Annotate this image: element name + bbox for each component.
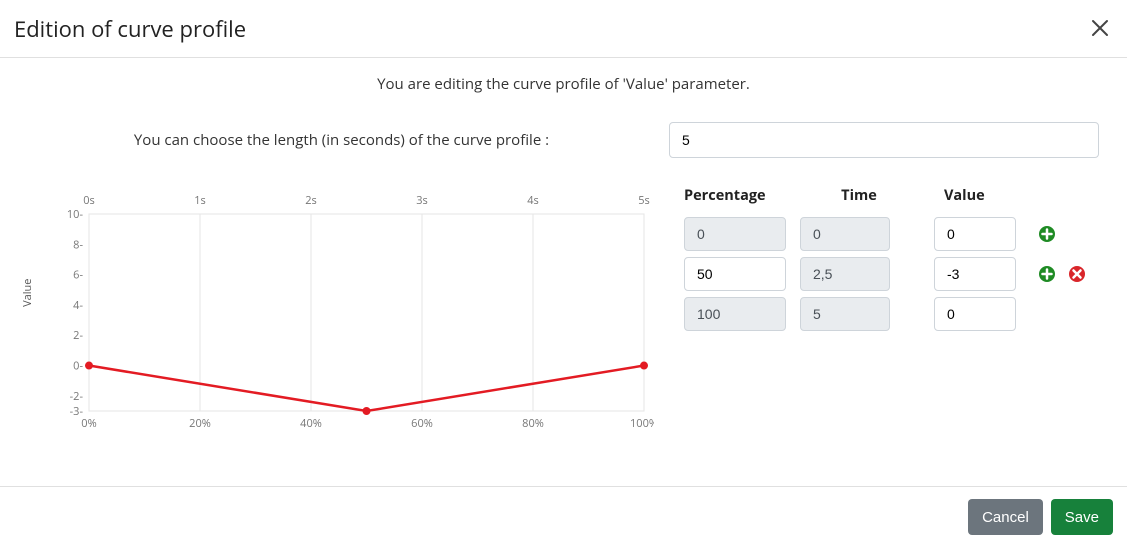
cancel-button[interactable]: Cancel [968, 499, 1043, 535]
length-input[interactable] [669, 122, 1099, 158]
time-input [800, 217, 890, 251]
add-point-icon[interactable] [1038, 225, 1056, 243]
value-input[interactable] [934, 297, 1016, 331]
svg-text:60%: 60% [411, 416, 433, 431]
svg-text:5s: 5s [638, 193, 650, 208]
modal-header: Edition of curve profile [0, 0, 1127, 58]
svg-text:100%: 100% [630, 416, 654, 431]
modal-footer: Cancel Save [0, 486, 1127, 547]
svg-text:8-: 8- [73, 237, 83, 252]
value-input[interactable] [934, 217, 1016, 251]
value-cell [904, 217, 1016, 251]
svg-text:20%: 20% [189, 416, 211, 431]
percentage-cell [684, 257, 786, 291]
curve-profile-modal: Edition of curve profile You are editing… [0, 0, 1127, 547]
svg-text:40%: 40% [300, 416, 322, 431]
svg-text:-2-: -2- [70, 389, 84, 404]
table-row [684, 217, 1099, 251]
save-button[interactable]: Save [1051, 499, 1113, 535]
svg-text:10-: 10- [67, 207, 84, 222]
svg-text:0%: 0% [81, 416, 96, 431]
svg-text:-3-: -3- [70, 404, 84, 419]
value-input[interactable] [934, 257, 1016, 291]
add-point-icon[interactable] [1038, 265, 1056, 283]
svg-text:4-: 4- [73, 298, 83, 313]
length-label: You can choose the length (in seconds) o… [14, 130, 669, 150]
modal-body: You are editing the curve profile of 'Va… [0, 58, 1127, 486]
main-row: Value 0s 1s 2s 3s 4s 5s 0% 20% 40% 60% 80% 100% -3--… [14, 186, 1113, 441]
svg-text:4s: 4s [527, 193, 539, 208]
svg-text:3s: 3s [416, 193, 428, 208]
percentage-input [684, 297, 786, 331]
time-cell [800, 257, 890, 291]
table-header: Percentage Time Value [684, 186, 1099, 205]
modal-title: Edition of curve profile [14, 14, 246, 44]
svg-text:0-: 0- [73, 359, 83, 374]
row-actions [1030, 225, 1099, 243]
table-row [684, 297, 1099, 331]
svg-text:2s: 2s [305, 193, 317, 208]
value-cell [904, 297, 1016, 331]
column-header-value: Value [914, 186, 1034, 205]
value-cell [904, 257, 1016, 291]
percentage-cell [684, 297, 786, 331]
table-body [684, 217, 1099, 331]
percentage-input [684, 217, 786, 251]
svg-text:0s: 0s [83, 193, 95, 208]
points-table-area: Percentage Time Value [684, 186, 1099, 441]
column-header-time: Time [804, 186, 914, 205]
svg-text:2-: 2- [73, 328, 83, 343]
curve-chart: 0s 1s 2s 3s 4s 5s 0% 20% 40% 60% 80% 100% -3--2- 0- 2-… [24, 186, 654, 441]
time-cell [800, 297, 890, 331]
length-row: You can choose the length (in seconds) o… [14, 122, 1113, 158]
time-input [800, 297, 890, 331]
svg-text:80%: 80% [522, 416, 544, 431]
modal-subtitle: You are editing the curve profile of 'Va… [14, 74, 1113, 94]
close-icon[interactable] [1087, 14, 1113, 44]
table-row [684, 257, 1099, 291]
time-cell [800, 217, 890, 251]
column-header-percentage: Percentage [684, 186, 804, 205]
percentage-cell [684, 217, 786, 251]
y-axis-title: Value [20, 278, 35, 306]
svg-text:1s: 1s [194, 193, 206, 208]
remove-point-icon[interactable] [1068, 265, 1086, 283]
length-input-wrap [669, 122, 1113, 158]
percentage-input[interactable] [684, 257, 786, 291]
svg-text:6-: 6- [73, 268, 83, 283]
chart-area: Value 0s1s2s3s4s5s0%20%40%60%80%100%-3--… [24, 186, 654, 441]
time-input [800, 257, 890, 291]
row-actions [1030, 265, 1099, 283]
points-table: Percentage Time Value [684, 186, 1099, 331]
